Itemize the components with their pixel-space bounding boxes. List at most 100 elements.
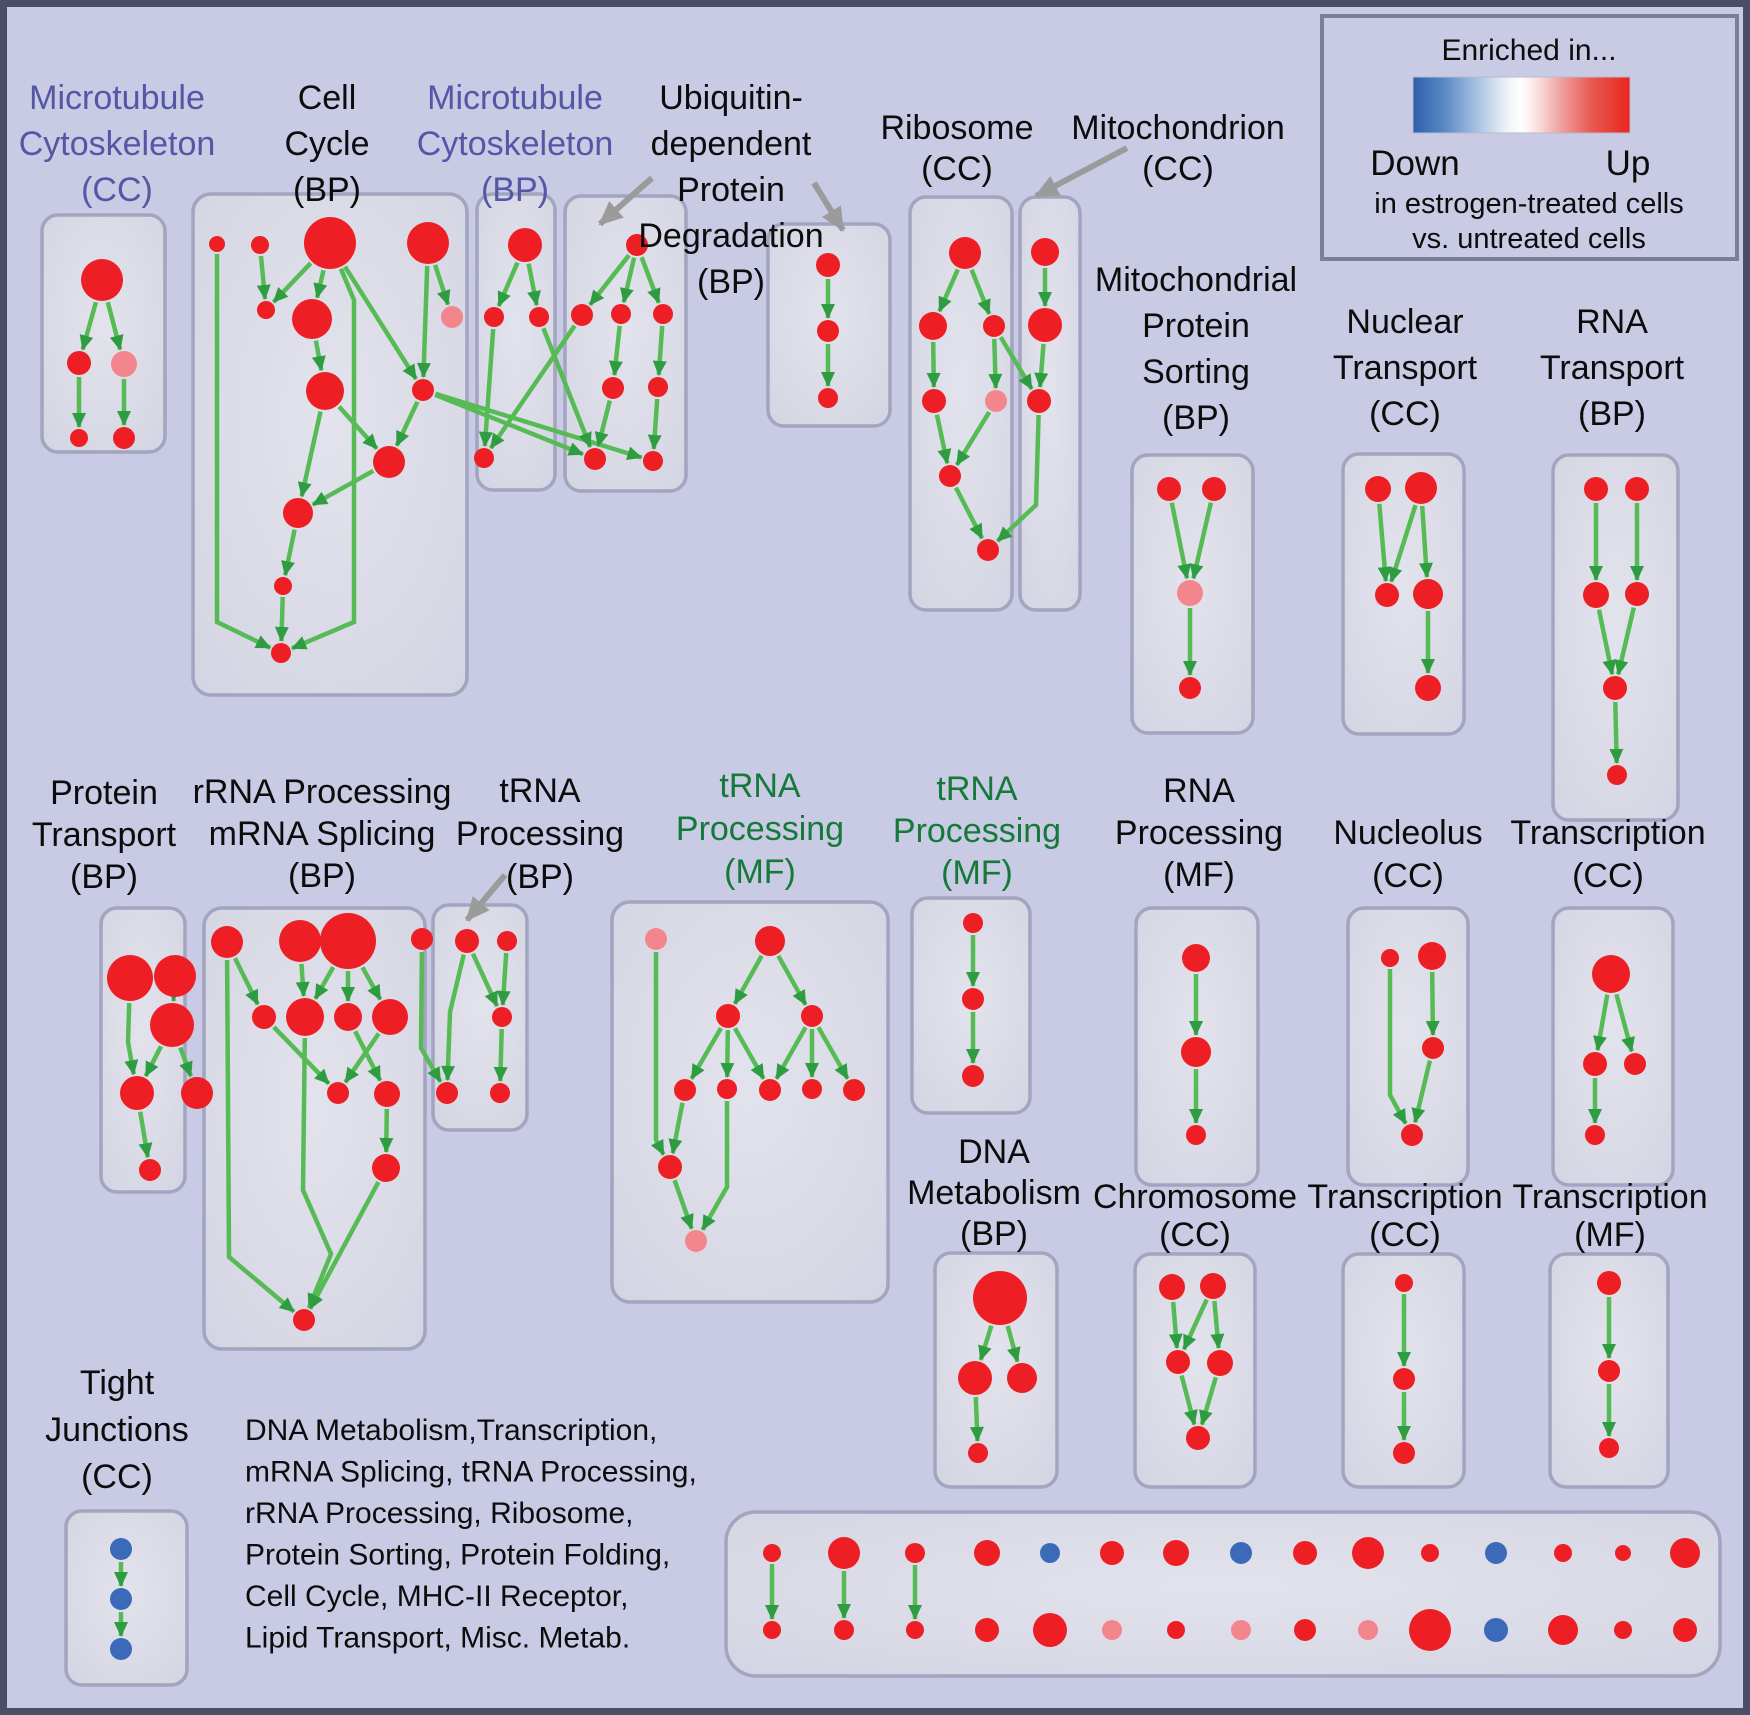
- label-pointer-arrow: [1034, 145, 1129, 199]
- go-term-node-up: [674, 1079, 696, 1101]
- term-label-trna-mf-1: (MF): [724, 853, 796, 891]
- legend-up: Up: [1606, 144, 1651, 183]
- cluster-box-cell_cycle: [191, 192, 469, 697]
- go-term-node-up: [154, 955, 196, 997]
- relation-arrow: [541, 327, 593, 448]
- relation-arrow: [689, 1026, 723, 1080]
- go-term-node-up: [1673, 1618, 1697, 1642]
- relation-arrow: [337, 405, 379, 451]
- go-term-node-up: [816, 253, 840, 277]
- term-label-nucleolus: (CC): [1372, 857, 1444, 895]
- go-term-node-up: [962, 1065, 984, 1087]
- go-term-node-up: [1401, 1124, 1423, 1146]
- go-term-node-up: [1393, 1442, 1415, 1464]
- relation-arrow: [224, 959, 296, 1314]
- go-term-node-up: [306, 372, 344, 410]
- term-label-transcription-cc-mid: (CC): [1572, 857, 1644, 895]
- cluster-box-rrna: [202, 906, 427, 1351]
- term-label-chromosome: Chromosome: [1093, 1178, 1297, 1216]
- go-term-node-up: [658, 1155, 682, 1179]
- term-label-trna-mf-2: Processing: [893, 812, 1061, 850]
- relation-arrow: [988, 338, 1003, 389]
- go-term-node-up: [949, 237, 981, 269]
- term-label-ubiquitin: Protein: [677, 171, 785, 209]
- go-term-node-up: [1583, 1052, 1607, 1076]
- go-term-node-up: [643, 451, 663, 471]
- term-label-transcription-mf: Transcription: [1512, 1178, 1707, 1216]
- go-term-node-up: [1100, 1541, 1124, 1565]
- go-term-node-up: [922, 389, 946, 413]
- go-term-node-up: [1381, 949, 1399, 967]
- relation-arrow: [418, 951, 443, 1083]
- go-term-node-up: [602, 377, 624, 399]
- cluster-box-rna_t: [1551, 453, 1680, 822]
- go-term-node-up: [1202, 477, 1226, 501]
- legend-down: Down: [1370, 144, 1459, 183]
- go-term-node-up: [828, 1537, 860, 1569]
- go-term-node-weak-up: [685, 1230, 707, 1252]
- relation-arrow: [79, 301, 99, 351]
- go-term-node-up: [411, 928, 433, 950]
- go-term-node-up: [1028, 308, 1062, 342]
- relation-arrow: [998, 335, 1034, 391]
- term-label-microtubule-cc: Microtubule: [29, 79, 205, 117]
- go-term-node-up: [1179, 677, 1201, 699]
- relation-arrow: [588, 253, 631, 307]
- go-term-node-up: [251, 236, 269, 254]
- relation-arrow: [526, 263, 541, 307]
- go-term-node-up: [939, 465, 961, 487]
- go-term-node-up: [1294, 1619, 1316, 1641]
- go-term-node-up: [1597, 1271, 1621, 1295]
- go-term-node-up: [716, 1004, 740, 1028]
- go-term-node-up: [1413, 579, 1443, 609]
- relation-arrow: [732, 1027, 766, 1080]
- relation-arrow: [953, 486, 985, 540]
- go-term-node-up: [150, 1003, 194, 1047]
- term-label-transcription-mf: (MF): [1574, 1216, 1646, 1254]
- go-term-node-up: [374, 1081, 400, 1107]
- relation-arrow: [1411, 1060, 1433, 1124]
- go-term-node-up: [817, 320, 839, 342]
- go-term-node-up: [983, 315, 1005, 337]
- relation-arrow: [470, 952, 500, 1008]
- go-term-node-up: [1615, 1545, 1631, 1561]
- go-term-node-up: [107, 955, 153, 1001]
- relation-arrow: [720, 1029, 735, 1078]
- term-label-nuclear-transport: (CC): [1369, 395, 1441, 433]
- term-label-trna-mf-1: Processing: [676, 810, 844, 848]
- term-label-transcription-cc-low: (CC): [1369, 1216, 1441, 1254]
- go-term-node-up: [1186, 1125, 1206, 1145]
- term-label-ubiquitin: Ubiquitin-: [659, 79, 803, 117]
- relation-arrow: [776, 954, 808, 1006]
- relation-arrow: [700, 1101, 730, 1231]
- go-term-node-up: [1603, 676, 1627, 700]
- go-term-node-up: [958, 1361, 992, 1395]
- relation-arrow: [969, 268, 992, 315]
- relation-arrow: [300, 1037, 334, 1309]
- term-label-mito-protein-sorting: Sorting: [1142, 353, 1250, 391]
- cluster-box-nucleolus: [1346, 906, 1470, 1187]
- go-term-node-up: [474, 448, 494, 468]
- cluster-box-nuclear: [1341, 452, 1466, 736]
- term-label-cell-cycle: Cell: [298, 79, 357, 117]
- go-term-node-up: [1159, 1274, 1185, 1300]
- go-term-node-down: [110, 1538, 132, 1560]
- go-term-node-up: [626, 234, 648, 256]
- relation-arrow: [379, 1108, 394, 1153]
- term-label-mito-protein-sorting: (BP): [1162, 399, 1230, 437]
- cluster-box-mt_bp: [475, 192, 557, 492]
- go-term-node-up: [962, 988, 984, 1010]
- go-term-node-up: [802, 1079, 822, 1099]
- relation-arrow: [496, 952, 511, 1006]
- relation-arrow: [256, 255, 271, 300]
- term-label-rna-transport: Transport: [1540, 349, 1685, 387]
- go-term-node-up: [113, 427, 135, 449]
- legend-gradient-bar: [1412, 76, 1631, 134]
- legend-sub2: vs. untreated cells: [1412, 223, 1646, 255]
- label-pointer-arrow: [464, 873, 508, 922]
- summary-note-line: Cell Cycle, MHC-II Receptor,: [245, 1580, 628, 1613]
- go-term-node-up: [1405, 472, 1437, 504]
- go-term-node-down: [1040, 1543, 1060, 1563]
- go-term-node-up: [834, 1620, 854, 1640]
- go-term-node-weak-up: [1102, 1620, 1122, 1640]
